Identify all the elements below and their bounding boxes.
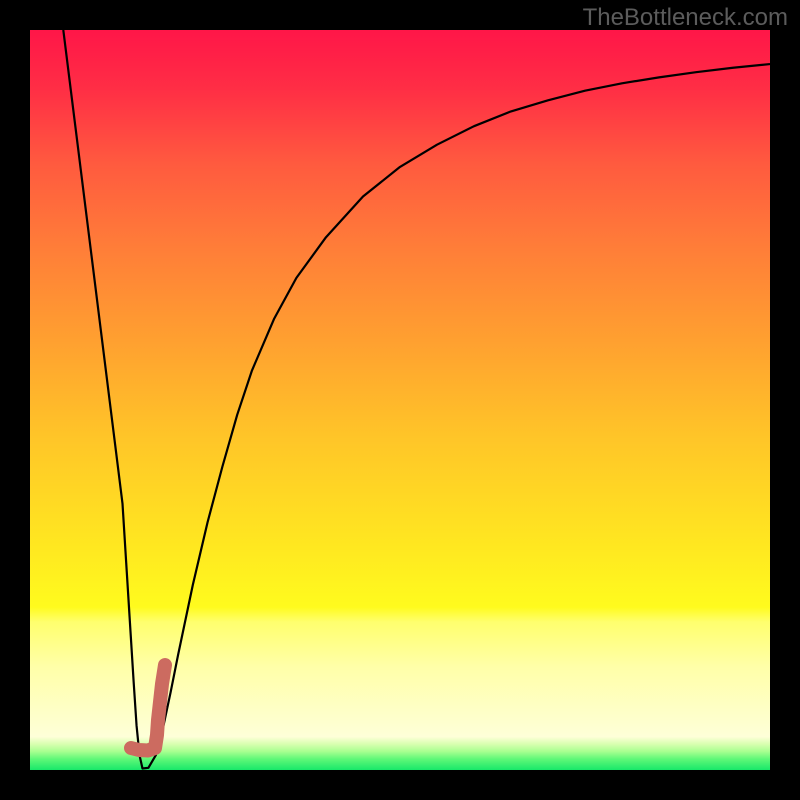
plot-background: [30, 30, 770, 770]
watermark-text: TheBottleneck.com: [583, 4, 788, 32]
chart-svg: [0, 0, 800, 800]
chart-frame: TheBottleneck.com: [0, 0, 800, 800]
